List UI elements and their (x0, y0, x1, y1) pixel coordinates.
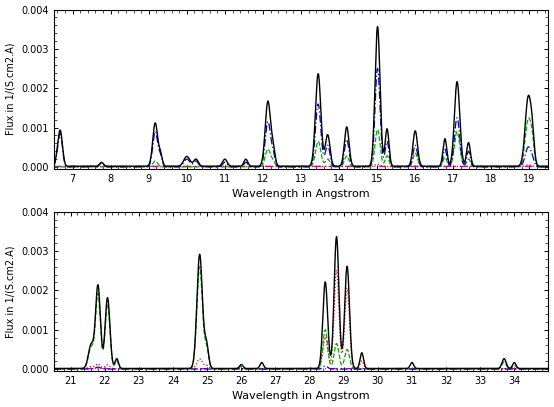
X-axis label: Wavelength in Angstrom: Wavelength in Angstrom (232, 392, 370, 401)
Y-axis label: Flux in 1/(S.cm2.A): Flux in 1/(S.cm2.A) (6, 245, 16, 337)
X-axis label: Wavelength in Angstrom: Wavelength in Angstrom (232, 189, 370, 199)
Y-axis label: Flux in 1/(S.cm2.A): Flux in 1/(S.cm2.A) (6, 43, 16, 136)
